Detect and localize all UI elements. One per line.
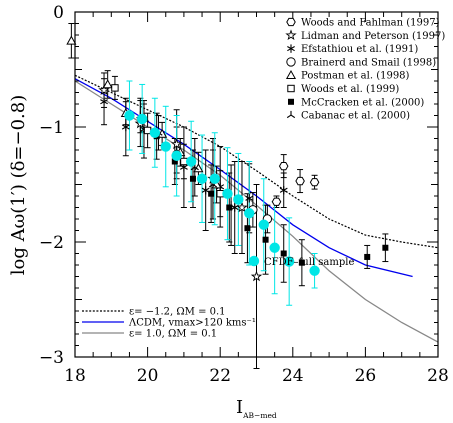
point-s9-2 xyxy=(136,113,148,125)
legend-marker-6 xyxy=(287,84,295,93)
point-s1-1 xyxy=(271,197,282,206)
point-s9-10 xyxy=(233,194,244,205)
y-axis-label: log Aω(1′) (δ=−0.8) xyxy=(8,95,29,276)
legend-marker-5 xyxy=(285,69,297,80)
point-s9-4 xyxy=(160,141,171,152)
legend-model-label-2: ΛCDM, vmax>120 kms⁻¹ xyxy=(128,318,256,329)
point-s9-11 xyxy=(244,208,255,219)
x-tick-label: 18 xyxy=(64,366,86,386)
legend-label-2: Lidman and Peterson (1997) xyxy=(301,31,445,42)
legend-label-1: Woods and Fahlman (1997) xyxy=(301,18,440,29)
point-s8-6 xyxy=(227,201,236,209)
point-s1-2 xyxy=(278,162,289,171)
point-s3-8 xyxy=(245,194,254,203)
y-tick-label: −3 xyxy=(39,348,64,368)
point-s9-13 xyxy=(269,242,280,253)
point-s3-5 xyxy=(201,186,210,195)
legend-marker-7 xyxy=(288,98,294,105)
point-s3-1 xyxy=(100,97,108,106)
point-s9-5 xyxy=(171,150,182,161)
point-s2-6 xyxy=(250,270,263,282)
point-s7-3 xyxy=(189,175,196,182)
x-tick-label: 20 xyxy=(137,366,159,386)
legend-label-3: Efstathiou et al. (1991) xyxy=(301,44,418,55)
tick-labels: 18 20 22 24 26 28 0 −1 −2 −3 xyxy=(39,3,449,386)
x-axis-label: IAB−med xyxy=(236,397,277,420)
point-s7-8 xyxy=(280,250,287,257)
legend-marker-4 xyxy=(286,57,296,67)
point-s1-3 xyxy=(295,176,305,186)
x-tick-label: 26 xyxy=(355,366,377,386)
point-s3-9 xyxy=(279,186,288,195)
point-s7-4 xyxy=(208,190,215,197)
data-points xyxy=(66,35,389,282)
point-s9-14 xyxy=(283,256,295,267)
point-s9-12 xyxy=(258,219,269,230)
legend-label-6: Woods et al. (1999) xyxy=(301,84,399,95)
point-s9-15 xyxy=(309,265,320,276)
y-tick-label: −1 xyxy=(39,118,64,138)
legend-model-label-1: ε= −1.2, ΩM = 0.1 xyxy=(129,307,226,318)
y-tick-label: −2 xyxy=(39,233,64,253)
point-s9-6 xyxy=(185,156,197,167)
legend-label-cfdf: CFDF–full sample xyxy=(264,257,354,268)
legend-marker-cfdf xyxy=(248,255,260,267)
legend-label-4: Brainerd and Smail (1998) xyxy=(301,57,436,68)
point-s5-1 xyxy=(66,35,77,45)
point-s9-7 xyxy=(196,173,208,184)
point-s7-5 xyxy=(226,204,233,211)
point-s3-2 xyxy=(121,122,130,132)
legend-label-5: Postman et al. (1998) xyxy=(301,71,410,82)
point-s9-8 xyxy=(209,173,220,184)
legend-marker-1 xyxy=(286,17,296,27)
point-s7-10 xyxy=(364,253,371,260)
point-s9-9 xyxy=(222,188,233,199)
point-s9-3 xyxy=(149,127,161,138)
point-s7-7 xyxy=(262,236,269,243)
legend-model-label-3: ε= 1.0, ΩM = 0.1 xyxy=(129,329,217,340)
point-s7-11 xyxy=(382,244,389,251)
point-s9-1 xyxy=(124,110,135,121)
legend-label-8: Cabanac et al. (2000) xyxy=(301,111,410,122)
x-tick-label: 24 xyxy=(282,366,304,386)
point-s6-1 xyxy=(111,84,119,92)
point-s2-5 xyxy=(236,201,248,213)
x-tick-label: 22 xyxy=(209,366,231,386)
point-s7-6 xyxy=(244,225,251,232)
model-curve-1 xyxy=(74,74,439,249)
axis-ticks xyxy=(74,11,439,358)
legend: Woods and Fahlman (1997) Lidman and Peter… xyxy=(82,18,445,340)
legend-marker-2 xyxy=(285,29,297,41)
point-s7-9 xyxy=(298,259,305,266)
legend-marker-3 xyxy=(287,44,295,53)
x-tick-label: 28 xyxy=(427,366,449,386)
legend-marker-8 xyxy=(286,110,296,119)
y-tick-label: 0 xyxy=(53,3,64,23)
point-s2-1 xyxy=(98,84,110,95)
legend-label-7: McCracken et al. (2000) xyxy=(301,97,424,108)
point-s1-4 xyxy=(309,178,320,187)
point-s7-2 xyxy=(171,158,178,165)
point-s5-2 xyxy=(102,79,113,89)
